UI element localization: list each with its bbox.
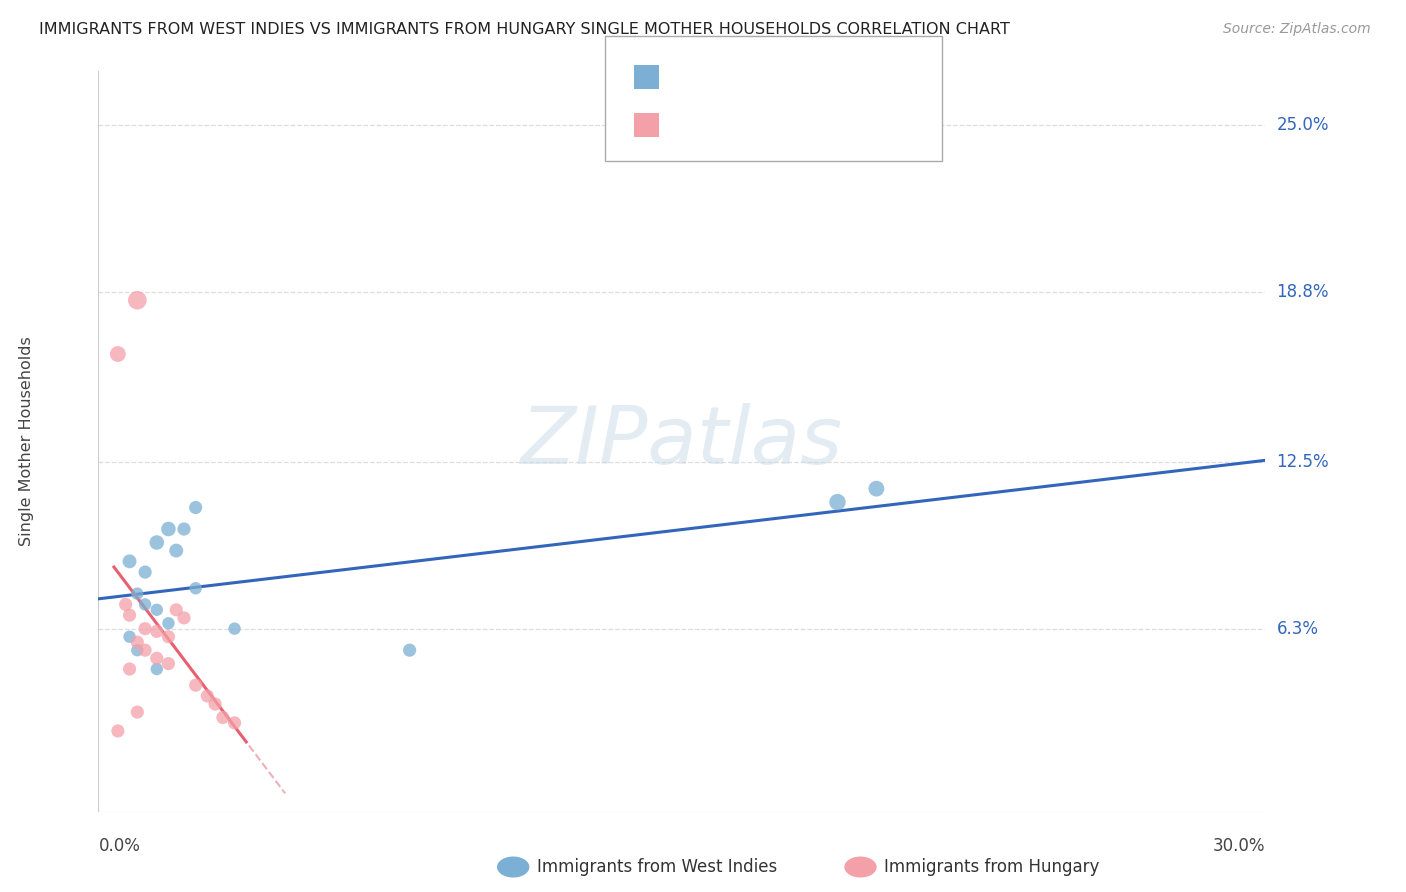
Text: 0.582: 0.582 — [707, 116, 765, 134]
Point — [184, 678, 207, 692]
Point — [224, 715, 246, 730]
Text: Immigrants from Hungary: Immigrants from Hungary — [884, 858, 1099, 876]
Text: Source: ZipAtlas.com: Source: ZipAtlas.com — [1223, 22, 1371, 37]
Point — [173, 611, 195, 625]
Point — [195, 689, 218, 703]
Point — [118, 608, 141, 623]
Point — [118, 554, 141, 568]
Text: 0.0%: 0.0% — [98, 837, 141, 855]
Point — [165, 543, 187, 558]
Point — [127, 643, 149, 657]
Text: Single Mother Households: Single Mother Households — [18, 336, 34, 547]
Point — [157, 522, 180, 536]
Point — [184, 581, 207, 595]
Text: IMMIGRANTS FROM WEST INDIES VS IMMIGRANTS FROM HUNGARY SINGLE MOTHER HOUSEHOLDS : IMMIGRANTS FROM WEST INDIES VS IMMIGRANT… — [39, 22, 1011, 37]
Point — [134, 622, 156, 636]
Point — [146, 624, 169, 639]
Text: 18.8%: 18.8% — [1277, 283, 1329, 301]
Text: 6.3%: 6.3% — [1277, 620, 1319, 638]
Point — [134, 598, 156, 612]
Text: ZIPatlas: ZIPatlas — [520, 402, 844, 481]
Text: R =: R = — [669, 116, 709, 134]
Text: N =: N = — [756, 116, 808, 134]
Text: 25.0%: 25.0% — [1277, 116, 1329, 134]
Point — [157, 616, 180, 631]
Text: Immigrants from West Indies: Immigrants from West Indies — [537, 858, 778, 876]
Point — [173, 522, 195, 536]
Text: 12.5%: 12.5% — [1277, 453, 1329, 471]
Point — [204, 697, 226, 711]
Text: 19: 19 — [799, 68, 824, 86]
Point — [118, 630, 141, 644]
Point — [146, 662, 169, 676]
Point — [157, 657, 180, 671]
Point — [146, 535, 169, 549]
Text: R =: R = — [669, 68, 709, 86]
Point — [114, 598, 136, 612]
Point — [127, 635, 149, 649]
Point — [134, 643, 156, 657]
Point — [224, 622, 246, 636]
Point — [184, 500, 207, 515]
Text: 30.0%: 30.0% — [1213, 837, 1265, 855]
Point — [146, 603, 169, 617]
Point — [398, 643, 420, 657]
Point — [107, 347, 129, 361]
Point — [165, 603, 187, 617]
Point — [146, 651, 169, 665]
Point — [118, 662, 141, 676]
Text: N =: N = — [756, 68, 808, 86]
Point — [107, 723, 129, 738]
Text: 21: 21 — [799, 116, 824, 134]
Point — [865, 482, 887, 496]
Point — [827, 495, 849, 509]
Point — [134, 565, 156, 579]
Point — [212, 710, 235, 724]
Text: 0.147: 0.147 — [707, 68, 763, 86]
Point — [127, 293, 149, 308]
Point — [127, 587, 149, 601]
Point — [127, 705, 149, 719]
Point — [157, 630, 180, 644]
